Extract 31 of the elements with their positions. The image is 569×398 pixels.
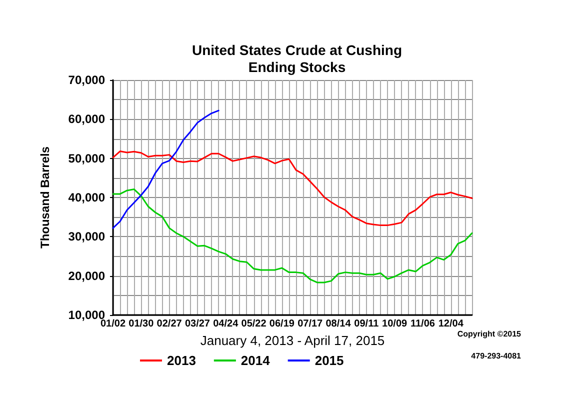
y-axis-title: Thousand Barrels <box>38 146 52 249</box>
x-tick-label: 12/04 <box>438 318 464 330</box>
text: Copyright ©2015 <box>457 330 522 338</box>
x-tick-label: 11/06 <box>410 318 436 330</box>
y-tick-label: 40,000 <box>68 190 106 204</box>
legend-label: 2013 <box>167 353 196 368</box>
line-series <box>112 188 473 284</box>
y-tick-label: 50,000 <box>68 151 106 166</box>
x-axis-title: January 4, 2013 - April 17, 2015 <box>200 332 385 348</box>
y-tick-label: 70,000 <box>68 73 106 87</box>
legend-label: 2015 <box>314 353 344 368</box>
x-tick-label: 02/27 <box>156 318 182 330</box>
chart-title: United States Crude at Cushing <box>192 42 402 58</box>
y-tick-label: 20,000 <box>68 268 106 283</box>
line-series <box>112 150 473 226</box>
x-tick-label: 07/17 <box>298 318 324 330</box>
line-series <box>112 110 220 229</box>
legend-label: 2014 <box>240 353 271 368</box>
x-tick-label: 04/24 <box>213 318 239 330</box>
x-tick-label: 09/11 <box>354 318 380 330</box>
x-tick-label: 10/09 <box>382 318 408 330</box>
x-tick-label: 01/02 <box>100 318 126 330</box>
y-tick-label: 60,000 <box>68 112 106 126</box>
x-tick-label: 05/22 <box>241 318 267 330</box>
text: 479-293-4081 <box>471 352 522 360</box>
x-tick-label: 03/27 <box>184 318 210 330</box>
x-tick-label: 06/19 <box>269 318 295 330</box>
x-tick-label: 01/30 <box>128 318 154 330</box>
x-tick-label: 08/14 <box>326 318 352 330</box>
chart-subtitle: Ending Stocks <box>248 59 346 75</box>
y-tick-label: 30,000 <box>68 230 106 244</box>
